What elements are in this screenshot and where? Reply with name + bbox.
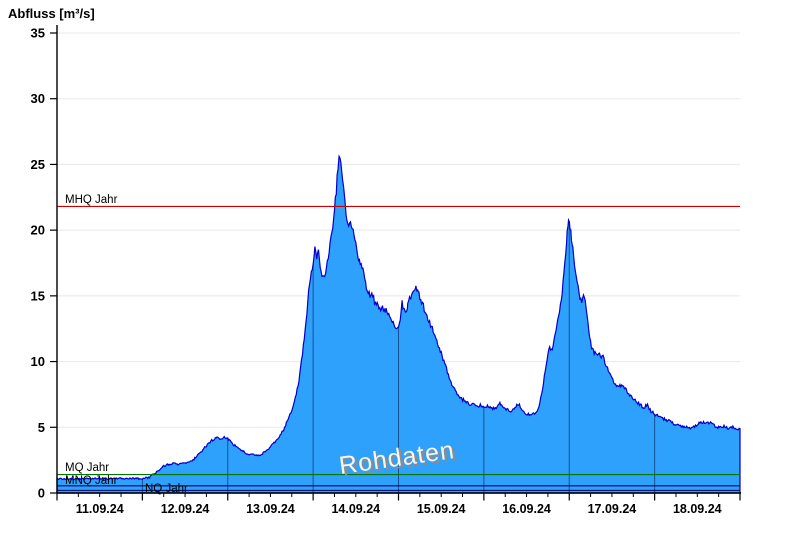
y-tick-label: 10 <box>31 354 45 369</box>
x-tick-label: 11.09.24 <box>76 502 124 516</box>
y-tick-label: 0 <box>38 486 45 501</box>
y-tick-label: 25 <box>31 157 45 172</box>
ref-line-label-mhq: MHQ Jahr <box>65 194 118 206</box>
ref-line-label-nq: NQ Jahr <box>145 483 188 495</box>
x-tick-label: 15.09.24 <box>417 502 466 516</box>
x-tick-label: 18.09.24 <box>673 502 722 516</box>
x-tick-label: 14.09.24 <box>331 502 380 516</box>
chart-title: Abfluss [m³/s] <box>8 6 95 21</box>
x-tick-label: 13.09.24 <box>246 502 295 516</box>
y-tick-label: 20 <box>31 223 45 238</box>
y-tick-label: 35 <box>31 26 45 41</box>
ref-line-label-mnq: MNQ Jahr <box>65 475 118 487</box>
discharge-area-outline <box>56 154 741 494</box>
ref-line-label-mq: MQ Jahr <box>65 462 109 474</box>
x-tick-label: 17.09.24 <box>588 502 637 516</box>
x-tick-label: 16.09.24 <box>502 502 551 516</box>
y-tick-label: 30 <box>31 91 45 106</box>
y-tick-label: 15 <box>31 288 45 303</box>
y-tick-label: 5 <box>38 420 45 435</box>
x-tick-label: 12.09.24 <box>161 502 210 516</box>
